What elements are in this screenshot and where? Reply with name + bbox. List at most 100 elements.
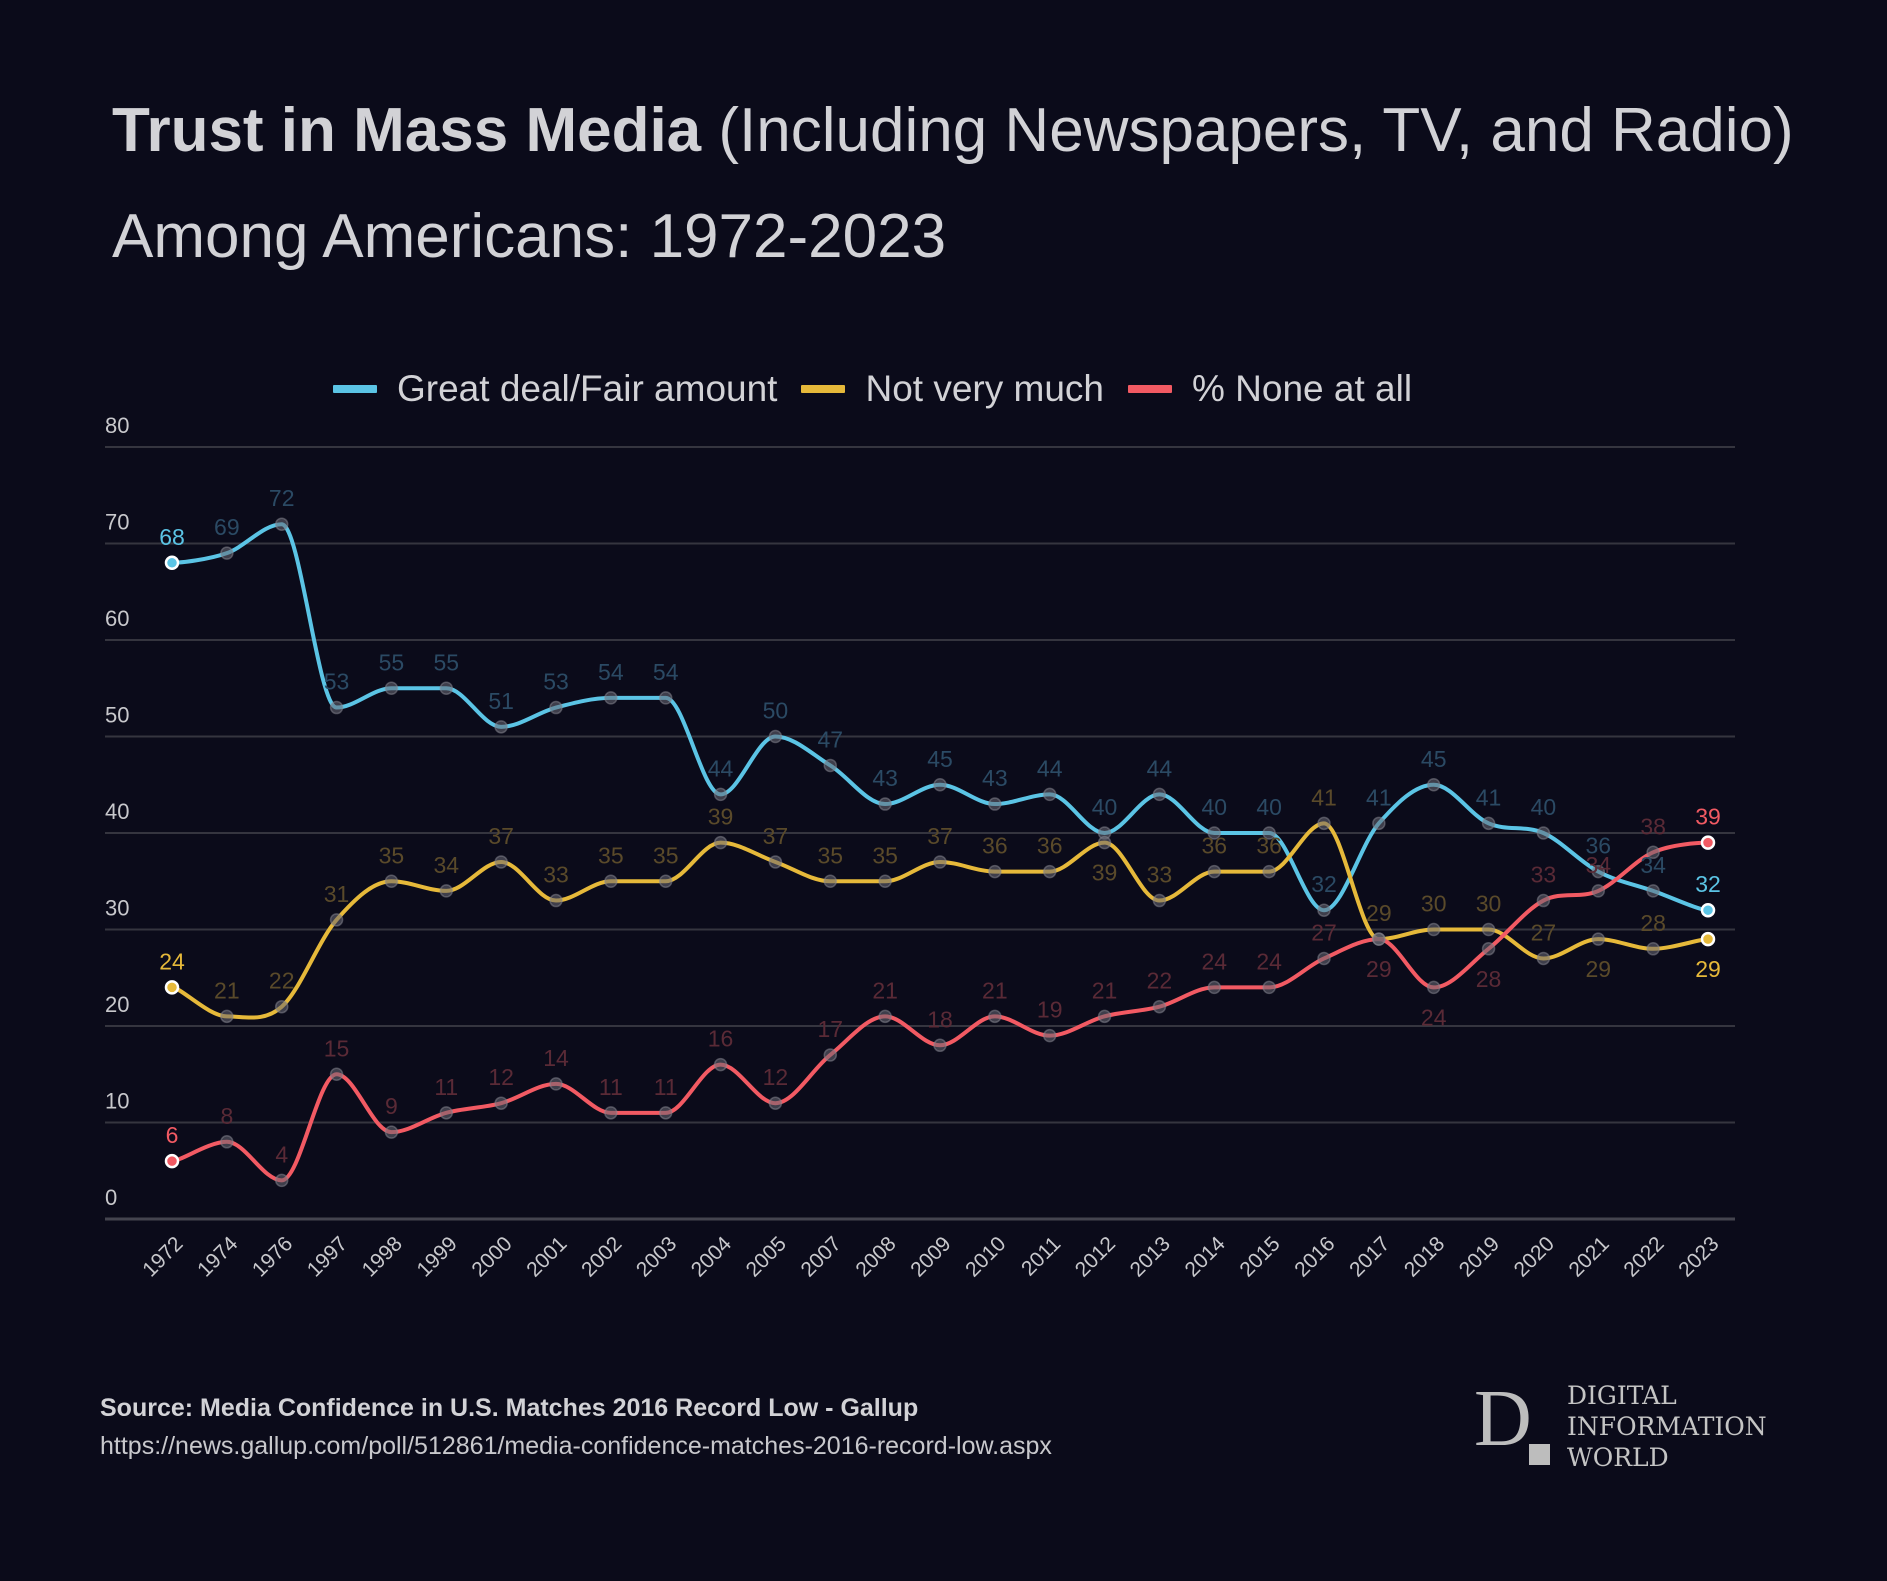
logo-square-icon [1529,1444,1550,1465]
data-point [823,874,838,888]
data-label: 34 [1585,852,1611,878]
legend-label-great-deal: Great deal/Fair amount [397,368,778,409]
data-point [1426,980,1441,995]
data-label: 35 [872,842,898,868]
x-tick-label: 1974 [193,1232,243,1282]
data-label: 44 [1037,755,1063,781]
data-point [658,874,673,888]
data-point [1700,931,1716,947]
x-tick-label: 2007 [797,1232,846,1281]
data-label: 9 [385,1093,398,1119]
legend-item-not-very-much[interactable]: Not very much [801,368,1104,410]
legend-item-none-at-all[interactable]: % None at all [1127,368,1412,410]
y-tick-label: 40 [105,799,129,824]
data-point [1591,864,1606,879]
data-label: 28 [1476,966,1502,992]
data-point [1262,980,1276,995]
data-point [768,855,783,869]
data-point [494,720,508,734]
data-point [1152,893,1167,908]
data-label: 72 [269,485,295,511]
logo-letter: D [1474,1375,1532,1463]
data-label: 39 [1695,804,1721,830]
y-axis-ticks: 0 10 20 30 40 50 60 70 80 [105,413,129,1210]
data-label: 31 [324,881,350,907]
legend-swatch-none-at-all [1127,385,1172,393]
data-label: 24 [159,948,185,974]
series-points [164,517,1716,1188]
y-tick-label: 10 [105,1089,129,1114]
data-label: 37 [488,823,514,849]
data-point [988,1009,1002,1024]
data-point [878,797,892,811]
data-point [164,1153,180,1169]
data-point [384,874,399,888]
data-label: 34 [1640,852,1666,878]
data-label: 29 [1366,900,1392,926]
data-label: 36 [982,833,1008,859]
data-label: 55 [379,649,405,675]
data-point [988,797,1002,811]
x-axis-ticks: 1972 1974 1976 1997 1998 1999 2000 2001 2002 2003… [138,1232,1723,1282]
data-label: 18 [927,1006,953,1032]
chart-title: Trust in Mass Media (Including Newspaper… [112,78,1812,290]
x-tick-label: 2015 [1235,1232,1284,1281]
data-label: 21 [872,977,898,1003]
y-tick-label: 70 [105,510,129,535]
legend-item-great-deal[interactable]: Great deal/Fair amount [333,368,777,410]
data-point [604,691,618,705]
x-tick-label: 1972 [138,1232,187,1281]
data-point [1372,932,1386,946]
data-label: 44 [1147,755,1173,781]
data-label: 37 [763,823,789,849]
data-label: 39 [708,804,734,830]
x-tick-label: 2011 [1017,1232,1065,1280]
data-point [1481,942,1496,956]
data-point [1097,1009,1112,1024]
data-point [823,1048,838,1062]
data-point [1646,845,1660,860]
data-label: 21 [214,977,240,1003]
data-label: 24 [1256,948,1282,974]
x-tick-label: 2010 [961,1232,1010,1281]
data-label: 38 [1640,813,1666,839]
data-label: 32 [1695,871,1721,897]
data-point [1152,787,1167,802]
data-point [658,1106,673,1120]
data-label: 32 [1311,871,1337,897]
y-tick-label: 20 [105,992,129,1017]
data-label: 11 [654,1074,678,1100]
data-point [384,1125,399,1139]
data-label: 4 [275,1141,288,1167]
data-label: 39 [1092,860,1118,886]
data-point [1042,787,1057,802]
data-point [713,787,728,802]
data-point [1591,884,1606,898]
data-point [1317,951,1331,966]
gridlines [105,446,1735,1221]
data-point [1536,893,1551,908]
y-tick-label: 30 [105,896,129,921]
data-label: 45 [927,746,953,772]
data-label: 55 [433,649,459,675]
x-tick-label: 2002 [577,1232,626,1281]
data-label: 11 [434,1074,458,1100]
x-tick-label: 1999 [413,1232,462,1281]
data-point [1262,826,1276,840]
y-tick-label: 0 [105,1185,117,1210]
source-url[interactable]: https://news.gallup.com/poll/512861/medi… [100,1432,1052,1460]
data-point [1700,902,1716,918]
data-point [329,1067,344,1081]
data-label: 19 [1037,997,1063,1023]
data-label: 34 [433,852,459,878]
data-label: 44 [708,755,734,781]
data-point [549,700,563,715]
x-tick-label: 2003 [632,1232,681,1281]
data-point [988,864,1002,879]
data-label: 16 [708,1026,734,1052]
data-point [439,884,454,898]
x-tick-label: 2022 [1619,1232,1668,1281]
data-label: 30 [1476,891,1502,917]
